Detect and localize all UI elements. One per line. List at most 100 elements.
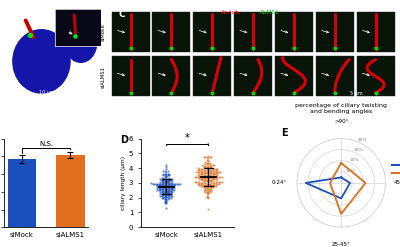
Point <box>168 186 174 190</box>
Point <box>207 185 213 188</box>
Point <box>166 178 172 182</box>
Point <box>168 182 174 186</box>
Point <box>213 167 219 171</box>
Point <box>164 189 171 193</box>
Point <box>174 182 180 186</box>
Bar <box>316 56 354 96</box>
Point <box>157 185 164 189</box>
Point <box>196 172 203 176</box>
Point <box>208 178 215 182</box>
Point <box>163 189 170 193</box>
Point <box>210 183 216 187</box>
Ellipse shape <box>65 23 97 62</box>
Point <box>158 196 165 200</box>
Point <box>164 191 171 195</box>
Point <box>198 169 204 173</box>
Point <box>208 171 215 175</box>
Point <box>168 181 174 185</box>
Point <box>154 183 160 186</box>
Point <box>193 180 200 184</box>
Point <box>211 181 218 185</box>
Point <box>204 155 210 159</box>
Point <box>158 191 165 195</box>
Point <box>207 179 213 183</box>
Point <box>204 176 210 180</box>
Point <box>168 188 174 192</box>
Point <box>214 180 221 184</box>
Point <box>211 174 218 178</box>
Point <box>170 188 177 192</box>
Point <box>211 176 218 180</box>
Point <box>208 169 215 173</box>
Point <box>164 181 171 185</box>
Point <box>163 167 170 171</box>
Point <box>157 188 164 192</box>
Point <box>169 184 176 188</box>
Text: A: A <box>7 10 14 19</box>
Point <box>208 165 215 169</box>
Point <box>160 183 166 187</box>
Point <box>192 175 198 179</box>
Point <box>166 189 172 193</box>
Point <box>163 190 170 194</box>
Point <box>157 186 164 190</box>
Point <box>163 174 170 178</box>
Point <box>158 194 165 198</box>
Point <box>160 181 166 185</box>
Point <box>201 188 207 192</box>
Point <box>205 166 212 170</box>
Point <box>158 179 165 183</box>
Point <box>164 183 171 187</box>
Point <box>158 189 165 193</box>
Point <box>202 183 209 187</box>
Point <box>195 180 201 184</box>
Point <box>204 161 210 165</box>
Point <box>163 200 170 204</box>
Point <box>164 195 171 199</box>
Point <box>162 175 168 179</box>
Point <box>207 186 213 190</box>
Point <box>156 184 162 188</box>
Point <box>158 192 165 196</box>
Text: siMock: siMock <box>100 24 106 41</box>
Point <box>213 184 219 187</box>
Point <box>202 185 209 189</box>
Point <box>163 179 170 183</box>
Point <box>158 182 165 186</box>
Point <box>166 186 172 190</box>
Point <box>214 182 221 186</box>
Point <box>204 178 210 182</box>
Point <box>201 183 207 187</box>
Point <box>219 180 225 184</box>
Point <box>201 164 207 167</box>
Point <box>210 181 216 185</box>
Point <box>157 182 164 186</box>
Point <box>160 185 166 189</box>
Point <box>164 188 171 192</box>
Point <box>214 170 221 174</box>
Point <box>213 175 219 179</box>
Point <box>163 195 170 199</box>
Point <box>208 185 215 189</box>
Point <box>162 188 168 192</box>
Point <box>199 184 206 188</box>
Point <box>162 195 168 199</box>
Point <box>199 181 206 185</box>
Point <box>205 158 212 162</box>
Point <box>198 184 204 187</box>
Point <box>160 173 166 177</box>
Point <box>162 178 168 182</box>
Point <box>157 187 164 191</box>
Point <box>162 192 168 196</box>
Point <box>163 201 170 205</box>
Point <box>205 195 212 199</box>
Point <box>202 179 209 183</box>
Point <box>205 190 212 194</box>
Point <box>150 182 156 186</box>
Point <box>168 189 174 193</box>
Point <box>168 191 174 195</box>
Point <box>198 176 204 180</box>
Point <box>205 207 212 211</box>
Point <box>208 182 215 185</box>
Point <box>196 167 203 171</box>
